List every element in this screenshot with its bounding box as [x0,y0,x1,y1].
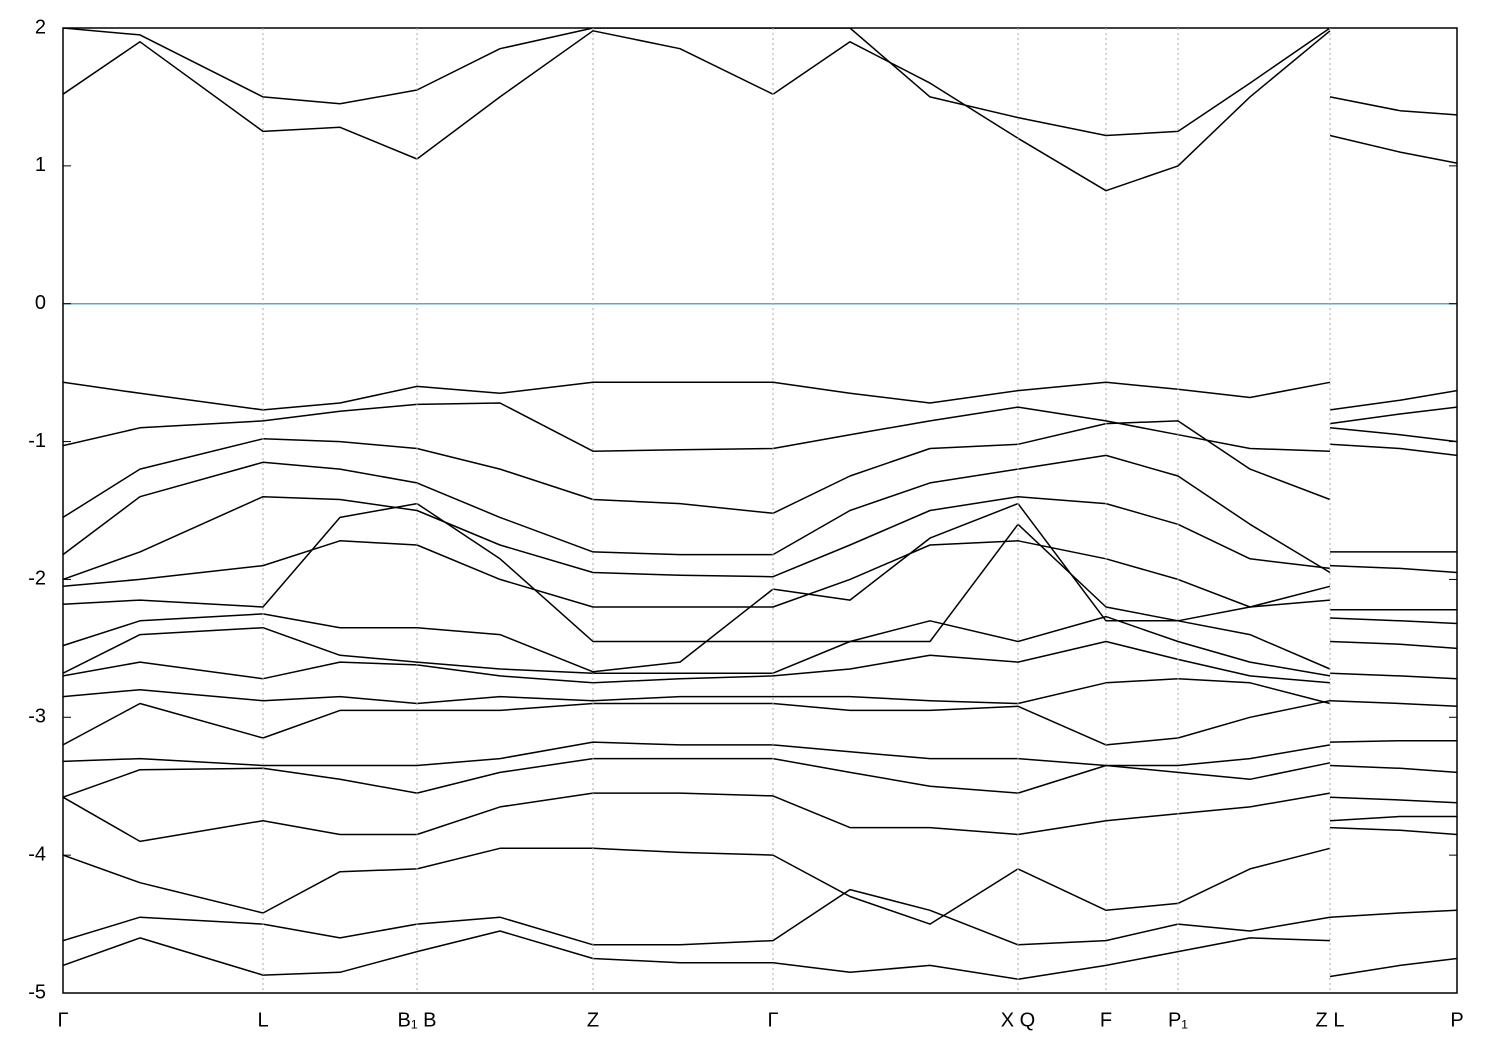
band-line [63,495,1457,581]
x-tick-label: P₁ [1168,1009,1188,1031]
band-line [63,28,1457,137]
band-line [63,402,1457,452]
band-line [63,677,1457,708]
x-tick-label: Z L [1316,1009,1345,1031]
x-tick-label: P [1450,1009,1463,1031]
band-line [63,888,1457,946]
x-tick-label: X Q [1001,1009,1035,1031]
y-tick-label: 1 [35,154,46,176]
band-line [63,792,1457,843]
band-line [63,540,1457,608]
band-line [63,502,1457,670]
x-tick-label: L [257,1009,268,1031]
band-line [63,30,1457,192]
y-tick-label: -3 [28,706,46,728]
band-line [63,443,1457,574]
y-tick-label: -2 [28,568,46,590]
y-tick-label: 2 [35,16,46,38]
x-tick-label: Γ [767,1009,778,1031]
band-line [63,420,1457,519]
band-line [63,826,1457,925]
band-line [63,930,1457,980]
band-line [63,757,1457,804]
x-tick-label: Z [587,1009,599,1031]
band-line [63,741,1457,774]
band-line [63,381,1457,411]
y-tick-label: -4 [28,843,46,865]
y-tick-label: 0 [35,292,46,314]
x-tick-label: F [1100,1009,1112,1031]
plot-area [63,28,1457,980]
x-tick-label: Γ [57,1009,68,1031]
band-line [63,615,1457,677]
frame [62,27,1458,994]
band-line [63,640,1457,684]
y-tick-label: -5 [28,981,46,1003]
band-line [63,699,1457,746]
y-tick-label: -1 [28,430,46,452]
band-line [63,502,1457,673]
x-tick-label: B₁ B [398,1009,437,1031]
